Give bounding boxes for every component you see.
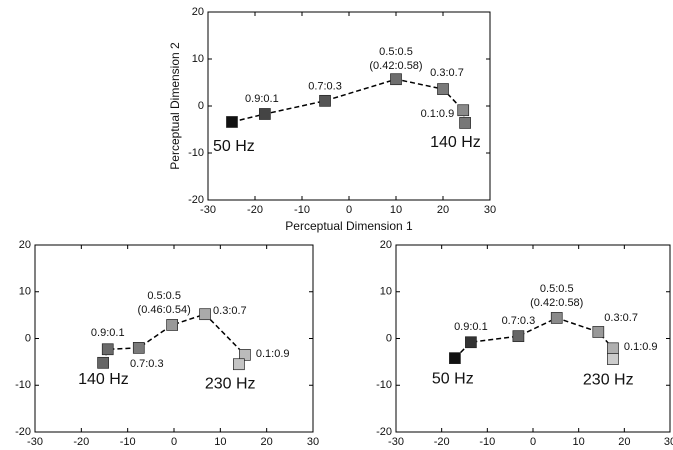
- y-tick-label: 0: [386, 332, 392, 344]
- x-tick-label: -30: [27, 436, 43, 448]
- x-tick-label: 0: [171, 436, 177, 448]
- x-tick-label: 10: [390, 204, 402, 216]
- data-point: [550, 312, 563, 324]
- x-tick-label: 30: [484, 204, 496, 216]
- x-tick-label: 20: [618, 436, 630, 448]
- y-tick-label: -10: [188, 147, 204, 159]
- x-tick-label: -30: [200, 204, 216, 216]
- data-point: [459, 117, 471, 129]
- point-label: 0.9:0.1: [245, 93, 279, 105]
- data-point: [97, 356, 109, 369]
- data-point: [512, 330, 525, 343]
- x-tick-label: 30: [664, 436, 673, 448]
- data-point: [319, 94, 331, 107]
- data-point: [199, 308, 211, 321]
- point-label: 0.1:0.9: [256, 348, 290, 360]
- data-point: [607, 353, 619, 365]
- data-point: [457, 104, 470, 117]
- point-annotation: (0.46:0.54): [138, 304, 191, 316]
- x-axis-label: Perceptual Dimension 1: [285, 219, 413, 233]
- point-label: 50 Hz: [213, 138, 255, 155]
- point-label: 0.9:0.1: [454, 321, 488, 333]
- data-point: [233, 358, 245, 371]
- x-tick-label: 10: [214, 436, 226, 448]
- data-point: [437, 83, 449, 95]
- data-point: [132, 342, 145, 354]
- point-label: 0.7:0.3: [308, 81, 342, 93]
- plot-frame: [207, 11, 491, 201]
- point-label: 0.5:0.5: [147, 290, 181, 302]
- point-label: 0.7:0.3: [130, 358, 164, 370]
- y-tick-label: 10: [19, 286, 31, 298]
- point-label: 0.3:0.7: [604, 312, 638, 324]
- x-tick-label: 0: [530, 436, 536, 448]
- x-tick-label: 20: [261, 436, 273, 448]
- data-point: [390, 73, 402, 86]
- y-tick-label: -20: [376, 426, 392, 438]
- y-tick-label: 10: [380, 286, 392, 298]
- point-label: 0.5:0.5: [540, 283, 574, 295]
- data-point: [449, 352, 461, 364]
- point-label: 140 Hz: [430, 134, 481, 151]
- x-tick-label: 20: [437, 204, 449, 216]
- point-label: 140 Hz: [78, 371, 129, 388]
- data-point: [259, 108, 271, 120]
- x-tick-label: -20: [73, 436, 89, 448]
- point-label: 0.3:0.7: [213, 305, 247, 317]
- y-tick-label: -20: [188, 194, 204, 206]
- x-tick-label: -10: [479, 436, 495, 448]
- plot-frame: [395, 244, 671, 433]
- data-point: [607, 342, 619, 355]
- x-tick-label: -30: [388, 436, 404, 448]
- y-tick-label: -20: [15, 426, 31, 438]
- y-tick-label: 20: [380, 239, 392, 251]
- y-tick-label: -10: [15, 379, 31, 391]
- data-point: [226, 116, 238, 128]
- point-label: 0.1:0.9: [421, 108, 455, 120]
- data-point: [166, 319, 178, 331]
- x-tick-label: -10: [294, 204, 310, 216]
- x-tick-label: 30: [307, 436, 319, 448]
- y-tick-label: 20: [19, 239, 31, 251]
- y-tick-label: 0: [25, 332, 31, 344]
- point-label: 230 Hz: [583, 371, 634, 388]
- point-label: 0.1:0.9: [624, 341, 658, 353]
- x-tick-label: -20: [434, 436, 450, 448]
- point-label: 50 Hz: [432, 370, 474, 387]
- y-tick-label: 0: [198, 100, 204, 112]
- y-axis-label: Perceptual Dimension 2: [168, 42, 182, 170]
- point-annotation: (0.42:0.58): [369, 60, 422, 72]
- point-label: 0.7:0.3: [502, 315, 536, 327]
- x-tick-label: -20: [247, 204, 263, 216]
- x-tick-label: 10: [573, 436, 585, 448]
- data-point: [465, 336, 477, 349]
- y-tick-label: -10: [376, 379, 392, 391]
- point-label: 0.9:0.1: [91, 327, 125, 339]
- data-point: [592, 326, 605, 338]
- data-point: [101, 343, 114, 356]
- point-label: 230 Hz: [205, 375, 256, 392]
- point-label: 0.5:0.5: [379, 46, 413, 58]
- point-label: 0.3:0.7: [430, 67, 464, 79]
- plot-frame: [34, 244, 314, 433]
- point-annotation: (0.42:0.58): [530, 297, 583, 309]
- y-tick-label: 10: [192, 53, 204, 65]
- y-tick-label: 20: [192, 6, 204, 18]
- x-tick-label: 0: [346, 204, 352, 216]
- data-point: [239, 349, 251, 361]
- x-tick-label: -10: [120, 436, 136, 448]
